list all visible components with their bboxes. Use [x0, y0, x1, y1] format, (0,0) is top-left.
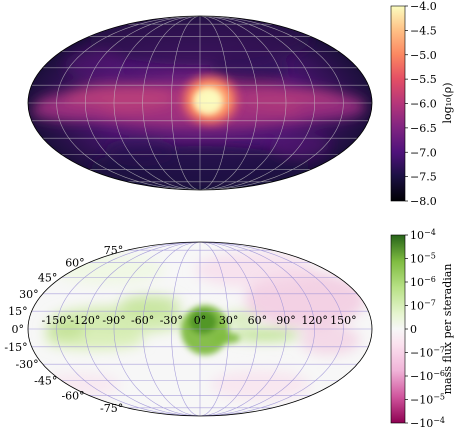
latitude-tick-label: -45° — [34, 375, 57, 388]
latitude-tick-labels: 75° 60° 45° 30° 15° 0° -15° -30° -45° -60° -75° — [4, 244, 123, 415]
meridian-line — [199, 242, 258, 416]
meridian-line — [171, 242, 201, 416]
meridian-line — [199, 242, 229, 416]
longitude-tick-label: -90° — [102, 314, 125, 327]
colorbar-tick-label: 10−5 — [410, 252, 436, 266]
longitude-tick-label: 30° — [219, 314, 239, 327]
density-colorbar-label: log₁₀(ρ) — [441, 82, 454, 123]
longitude-tick-label: -60° — [131, 314, 154, 327]
meridian-line — [199, 242, 287, 416]
meridian-line — [171, 16, 201, 190]
colorbar-tick-label: −10−7 — [410, 346, 445, 360]
mass-flux-map: -150°-120° -90° -60° -30° 0° 30° 60° 90° 120° 150… — [4, 241, 373, 417]
colorbar-tick-label: −10−5 — [410, 393, 445, 407]
longitude-tick-label: 150° — [330, 314, 357, 327]
density-map — [27, 15, 373, 191]
meridian-line — [199, 242, 315, 416]
colorbar-tick-label: −6.5 — [410, 122, 437, 135]
longitude-tick-labels: -150°-120° -90° -60° -30° 0° 30° 60° 90° 120° 150… — [42, 314, 357, 327]
meridian-line — [199, 16, 287, 190]
colorbar-tick-label: −5.0 — [410, 49, 437, 62]
mass-flux-colorbar-label: mass flux per steradian — [441, 264, 454, 395]
meridian-line — [85, 242, 201, 416]
colorbar-tick-label: −8.0 — [410, 195, 437, 208]
meridian-line — [199, 242, 344, 416]
mass-flux-colorbar: 10−4 10−5 10−6 10−7 0 −10−7 −10−6 −10−5 −10−4 ma… — [390, 228, 454, 430]
longitude-tick-label: -30° — [160, 314, 183, 327]
meridian-line — [199, 16, 229, 190]
longitude-tick-label: -150° — [42, 314, 72, 327]
colorbar-tick-label: 10−6 — [410, 275, 436, 289]
colorbar-tick-label: −4.0 — [410, 0, 437, 13]
meridian-line — [199, 16, 315, 190]
longitude-tick-label: 0° — [194, 314, 207, 327]
latitude-tick-label: 15° — [8, 305, 28, 318]
meridian-line — [85, 16, 201, 190]
colorbar-tick-label: 10−7 — [410, 299, 436, 313]
latitude-tick-label: 0° — [12, 323, 25, 336]
latitude-tick-label: -75° — [100, 402, 123, 415]
meridian-line — [199, 16, 258, 190]
latitude-tick-label: -15° — [4, 341, 27, 354]
longitude-tick-label: 60° — [248, 314, 268, 327]
colorbar-tick-label: −6.0 — [410, 98, 437, 111]
meridian-line — [142, 242, 201, 416]
colorbar-tick-label: −4.5 — [410, 24, 437, 37]
meridian-line — [56, 242, 201, 416]
latitude-tick-label: 45° — [38, 271, 58, 284]
longitude-tick-label: 90° — [276, 314, 296, 327]
colorbar-tick-label: 10−4 — [410, 228, 436, 242]
meridian-line — [56, 16, 201, 190]
colorbar-tick-label: 0 — [410, 323, 417, 336]
latitude-tick-label: -30° — [15, 358, 38, 371]
latitude-tick-label: -60° — [61, 389, 84, 402]
density-colorbar: −4.0 −4.5 −5.0 −5.5 −6.0 −6.5 −7.0 −7.5 −8.0 log… — [390, 0, 454, 208]
longitude-tick-label: 120° — [301, 314, 328, 327]
colorbar-tick-label: −7.0 — [410, 146, 437, 159]
meridian-line — [142, 16, 201, 190]
colorbar-tick-label: −10−6 — [410, 369, 445, 383]
latitude-tick-label: 60° — [65, 257, 85, 270]
longitude-tick-label: -120° — [70, 314, 100, 327]
meridian-line — [113, 16, 201, 190]
meridian-line — [199, 16, 344, 190]
colorbar-tick-label: −5.5 — [410, 73, 437, 86]
colorbar-tick-label: −10−4 — [410, 416, 445, 430]
latitude-tick-label: 75° — [104, 244, 124, 257]
latitude-tick-label: 30° — [19, 288, 39, 301]
meridian-line — [113, 242, 201, 416]
colorbar-tick-label: −7.5 — [410, 171, 437, 184]
